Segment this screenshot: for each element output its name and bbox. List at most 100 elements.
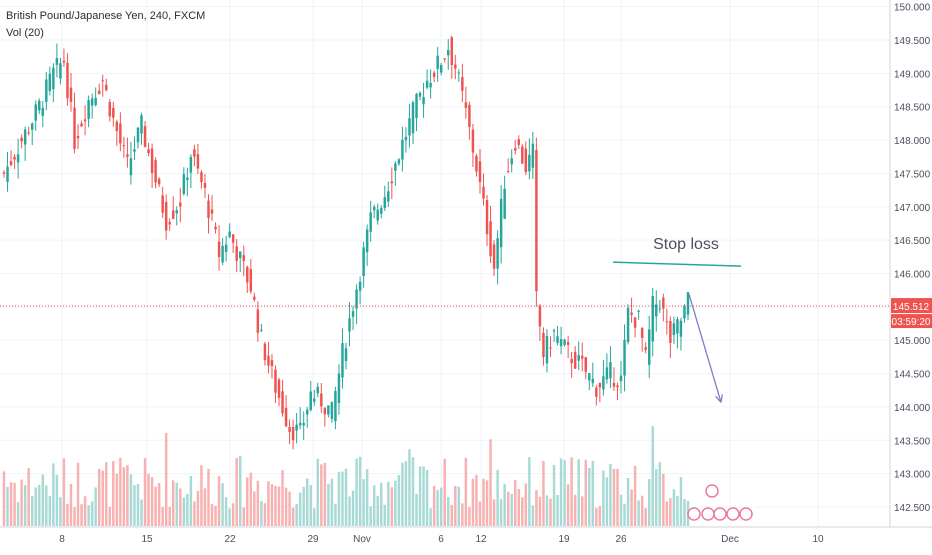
volume-bar <box>143 458 147 526</box>
candle-body <box>267 355 270 366</box>
volume-bar <box>260 500 263 526</box>
volume-bar <box>327 483 330 526</box>
volume-bar <box>305 478 309 526</box>
candle-body <box>549 347 552 349</box>
candle-body <box>277 379 281 398</box>
volume-bar <box>221 483 224 526</box>
volume-bar <box>87 505 90 526</box>
candle-body <box>186 177 189 181</box>
price-tick-label: 144.000 <box>894 403 931 414</box>
volume-bar <box>471 478 475 526</box>
price-tick-label: 147.000 <box>894 203 931 214</box>
volume-bar <box>161 507 164 526</box>
volume-bar <box>475 474 478 526</box>
volume-bar <box>383 504 387 526</box>
candle-body <box>640 328 644 338</box>
candle-body <box>489 221 492 257</box>
candle-body <box>231 234 235 243</box>
volume-bar <box>683 499 686 526</box>
price-tick-label: 149.500 <box>894 36 931 47</box>
volume-bar <box>175 482 178 526</box>
volume-bar <box>602 470 605 526</box>
candle-body <box>161 195 164 213</box>
stop-loss-line[interactable] <box>612 261 742 267</box>
volume-bar <box>563 460 566 526</box>
event-marker-icon[interactable] <box>739 507 753 521</box>
stop-loss-label[interactable]: Stop loss <box>653 236 719 253</box>
candle-body <box>207 200 210 219</box>
candle-body <box>119 123 122 144</box>
event-marker-icon[interactable] <box>726 507 740 521</box>
volume-indicator-label[interactable]: Vol (20) <box>6 27 44 39</box>
time-tick-label: 26 <box>615 534 627 545</box>
projection-arrow[interactable] <box>688 294 722 403</box>
candle-body <box>129 158 133 176</box>
candle-body <box>341 343 344 378</box>
volume-bar <box>210 503 214 526</box>
volume-bar <box>450 504 454 526</box>
price-tick-label: 145.000 <box>894 336 931 347</box>
volume-bar <box>323 462 327 526</box>
volume-bar <box>355 458 358 526</box>
countdown-badge[interactable] <box>891 314 932 329</box>
volume-bar <box>651 426 654 526</box>
candle-body <box>327 405 330 415</box>
candle-body <box>418 92 422 97</box>
event-marker-icon[interactable] <box>701 507 715 521</box>
volume-bar <box>341 471 344 526</box>
symbol-title[interactable]: British Pound/Japanese Yen, 240, FXCM <box>6 10 206 22</box>
candle-body <box>80 123 83 127</box>
candle-body <box>302 422 305 426</box>
volume-bar <box>422 466 425 526</box>
candle-body <box>443 58 446 60</box>
volume-bar <box>461 503 464 526</box>
volume-bar <box>66 503 69 526</box>
volume-bar <box>13 482 16 526</box>
volume-bar <box>577 459 580 526</box>
volume-bar <box>401 462 404 526</box>
volume-bar <box>633 465 637 526</box>
arrow-head <box>715 395 722 403</box>
current-price-badge[interactable] <box>891 298 932 314</box>
volume-bar <box>291 507 295 526</box>
event-marker-icon[interactable] <box>713 507 727 521</box>
candle-body <box>598 382 602 388</box>
volume-bar <box>330 478 334 526</box>
candle-body <box>602 376 605 390</box>
candle-body <box>351 311 355 317</box>
volume-bar <box>76 462 80 526</box>
volume-bar <box>193 501 196 526</box>
candle-body <box>394 163 397 171</box>
volume-bar <box>425 470 429 526</box>
volume-bar <box>556 494 559 526</box>
candle-body <box>478 161 482 182</box>
volume-bar <box>164 432 168 526</box>
volume-bar <box>655 468 658 526</box>
volume-bar <box>521 497 524 526</box>
volume-bar <box>80 504 83 526</box>
event-marker-icon[interactable] <box>705 484 719 498</box>
candle-body <box>570 359 573 364</box>
candle-body <box>108 102 112 117</box>
volume-bar <box>545 495 549 526</box>
candle-body <box>249 268 253 292</box>
volume-bar <box>658 462 662 526</box>
event-marker-icon[interactable] <box>687 507 701 521</box>
price-axis[interactable] <box>890 0 932 550</box>
countdown-text: 03:59:20 <box>892 317 931 328</box>
candle-body <box>140 115 143 134</box>
candle-body <box>90 98 94 106</box>
candle-body <box>238 251 242 258</box>
volume-bar <box>207 468 210 526</box>
candle-body <box>669 320 672 343</box>
volume-bar <box>605 477 609 526</box>
volume-bar <box>94 487 97 526</box>
candle-body <box>150 148 154 174</box>
volume-bar <box>196 490 200 526</box>
candle-body <box>274 369 277 393</box>
candle-body <box>609 362 612 379</box>
volume-bar <box>6 486 9 526</box>
candle-body <box>344 348 348 361</box>
